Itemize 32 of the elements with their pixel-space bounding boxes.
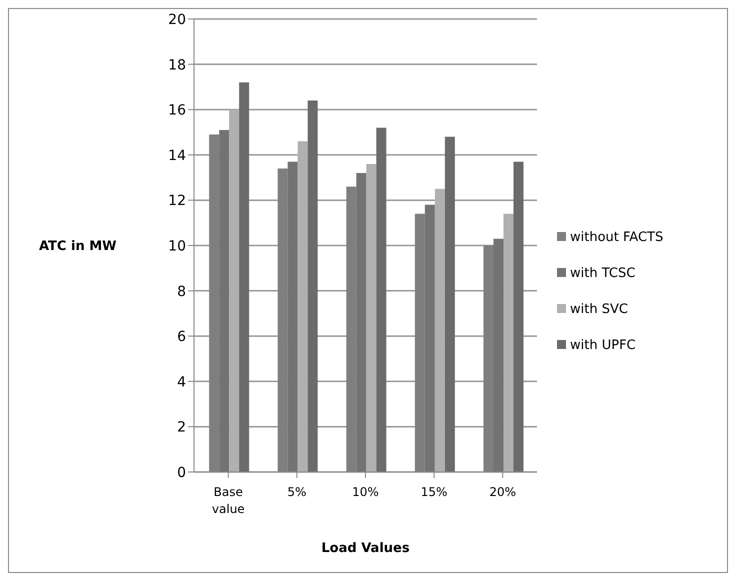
y-axis-title: ATC in MW	[39, 239, 116, 254]
y-tick-label: 6	[177, 329, 186, 346]
x-tick-label: 15%	[420, 485, 448, 499]
bar	[239, 82, 250, 472]
y-tick-label: 14	[168, 148, 186, 164]
bar	[444, 136, 455, 472]
bar	[434, 188, 445, 472]
y-tick-label: 12	[168, 193, 186, 210]
y-tick-label: 16	[168, 102, 186, 119]
y-tick-label: 0	[177, 464, 186, 481]
x-axis-title: Load Values	[321, 541, 410, 556]
y-tick-label: 20	[168, 12, 186, 28]
bar	[376, 128, 386, 472]
y-tick-label: 8	[177, 284, 186, 300]
bar	[366, 164, 376, 472]
y-tick-label: 18	[168, 57, 186, 74]
bar	[298, 141, 308, 472]
x-tick-label: 5%	[287, 485, 306, 499]
bar	[503, 214, 514, 472]
legend-label: without FACTS	[570, 230, 664, 244]
legend-label: with TCSC	[570, 266, 636, 280]
x-tick-label: 20%	[489, 485, 516, 499]
legend-label: with SVC	[570, 302, 628, 316]
x-tick-label: Base value	[212, 485, 245, 516]
bar	[229, 110, 240, 472]
bar	[513, 162, 524, 472]
bar	[308, 100, 318, 472]
legend-label: with UPFC	[570, 338, 636, 352]
y-tick-label: 2	[177, 420, 186, 436]
x-tick-label: 10%	[352, 485, 379, 499]
y-tick-label: 10	[168, 238, 186, 254]
y-tick-label: 4	[177, 374, 186, 390]
